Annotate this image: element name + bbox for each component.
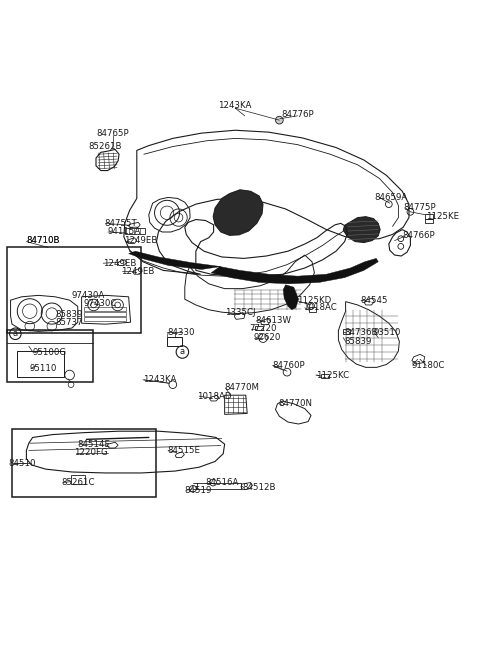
Text: a: a [180, 348, 185, 356]
Text: 84760P: 84760P [273, 361, 305, 370]
Polygon shape [343, 216, 380, 243]
Text: 84710B: 84710B [26, 236, 60, 245]
Text: 84613W: 84613W [255, 316, 291, 325]
Text: 84736B: 84736B [345, 328, 378, 337]
Text: 92620: 92620 [253, 333, 281, 342]
Bar [84, 312, 126, 316]
Text: 1249EB: 1249EB [121, 267, 155, 276]
Bar [84, 308, 126, 311]
Text: 84659A: 84659A [374, 193, 408, 202]
Text: 1249EB: 1249EB [103, 258, 137, 268]
Text: 95110: 95110 [30, 364, 57, 373]
Text: 97430A: 97430A [71, 291, 104, 300]
Text: 1125KC: 1125KC [316, 371, 349, 380]
Text: 84776P: 84776P [281, 110, 314, 119]
Circle shape [234, 213, 244, 222]
Text: 1249EB: 1249EB [124, 236, 157, 245]
Bar [17, 350, 64, 377]
Text: a: a [13, 329, 18, 338]
Text: 85737: 85737 [55, 318, 83, 327]
Text: 85261C: 85261C [61, 478, 95, 487]
Text: 84755T: 84755T [105, 219, 137, 228]
Text: 84765P: 84765P [96, 129, 129, 138]
Bar [309, 308, 316, 312]
Text: 1335CJ: 1335CJ [225, 308, 255, 317]
Text: 85839: 85839 [345, 337, 372, 346]
Circle shape [234, 196, 244, 205]
Text: 1018AC: 1018AC [303, 303, 337, 312]
Text: 84516A: 84516A [205, 478, 239, 487]
Text: 84512B: 84512B [242, 483, 276, 492]
Text: 1125KD: 1125KD [297, 296, 331, 304]
Text: 91180C: 91180C [412, 361, 445, 370]
Text: 97430C: 97430C [84, 298, 118, 308]
Text: 1243KA: 1243KA [143, 375, 177, 384]
Bar [321, 374, 329, 379]
Text: 1220FG: 1220FG [74, 448, 108, 457]
Bar [71, 476, 85, 484]
Polygon shape [211, 258, 378, 284]
Text: 85261B: 85261B [88, 142, 121, 151]
Bar [125, 228, 145, 234]
Bar [7, 330, 93, 382]
Text: 95100G: 95100G [33, 348, 67, 358]
Text: 84519: 84519 [185, 485, 212, 495]
Bar [84, 317, 126, 321]
Bar [343, 329, 350, 334]
Circle shape [234, 221, 244, 230]
Text: 84770N: 84770N [278, 400, 312, 408]
Text: 84330: 84330 [167, 328, 194, 337]
Bar [425, 218, 433, 223]
Text: 85839: 85839 [55, 310, 83, 319]
Polygon shape [283, 285, 299, 310]
Text: 84545: 84545 [360, 296, 387, 304]
Bar [227, 195, 250, 206]
Text: 84766P: 84766P [402, 232, 435, 240]
Text: 1243KA: 1243KA [218, 101, 252, 110]
Polygon shape [129, 251, 221, 270]
Text: 1125KE: 1125KE [426, 212, 459, 221]
Polygon shape [213, 190, 263, 236]
Text: 84770M: 84770M [225, 384, 260, 392]
Text: 84775P: 84775P [403, 203, 436, 213]
Text: 84515E: 84515E [167, 446, 200, 455]
Text: 84510: 84510 [9, 459, 36, 468]
Bar [7, 247, 141, 333]
Bar [167, 337, 182, 346]
Circle shape [234, 204, 244, 214]
Bar [425, 214, 433, 218]
Text: 77220: 77220 [250, 325, 277, 333]
Bar [255, 325, 263, 331]
Text: 94115A: 94115A [107, 228, 140, 237]
Text: 93510: 93510 [373, 328, 401, 337]
Text: 84710B: 84710B [26, 236, 60, 245]
Bar [12, 429, 156, 497]
Text: 1018AD: 1018AD [197, 392, 231, 401]
Text: 84514E: 84514E [78, 440, 111, 449]
Circle shape [276, 116, 283, 124]
